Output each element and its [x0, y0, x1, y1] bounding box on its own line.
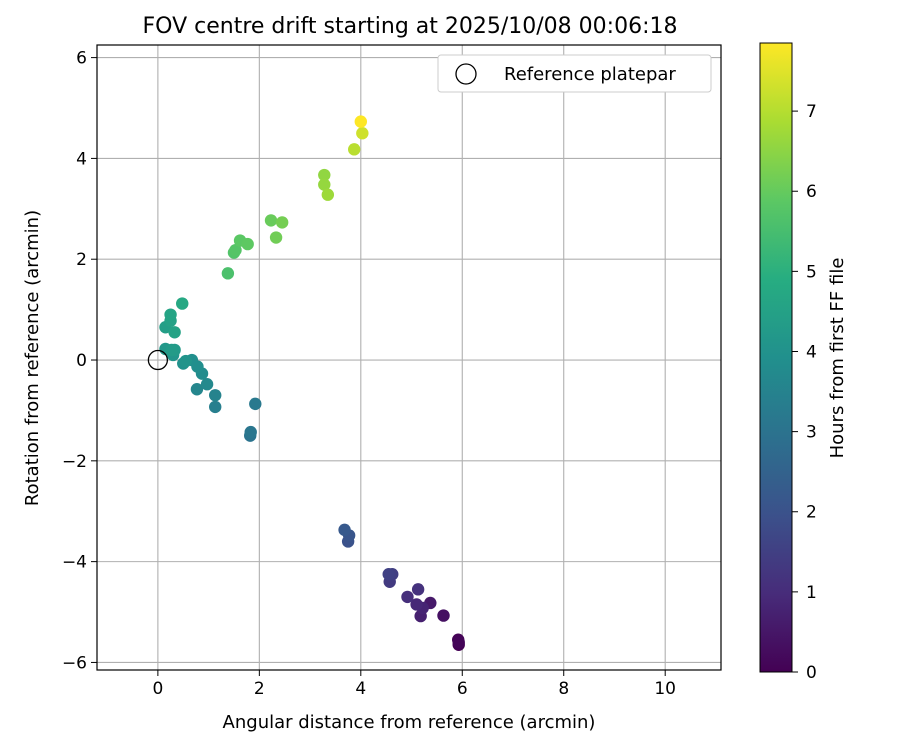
data-point — [229, 243, 242, 257]
y-axis-ticks: −6 −4 −2 0 2 4 6 — [62, 49, 97, 673]
y-tick-label: −6 — [62, 653, 87, 673]
data-point — [249, 397, 262, 411]
y-tick-label: 0 — [76, 351, 87, 371]
data-point — [244, 425, 257, 439]
plot-background — [97, 45, 721, 670]
data-point — [348, 143, 361, 156]
plot-frame — [96, 44, 722, 671]
colorbar-label: Hours from first FF file — [827, 258, 848, 459]
data-point — [269, 231, 283, 244]
colorbar-tick-label: 5 — [806, 262, 817, 282]
data-point — [221, 267, 235, 280]
reference-marker — [147, 349, 169, 371]
y-tick-label: 2 — [76, 250, 87, 270]
legend-marker — [455, 63, 477, 85]
plot-area: 0 2 4 6 8 10 −6 −4 −2 0 2 4 6 — [62, 44, 722, 699]
data-point — [275, 216, 289, 229]
x-tick-label: 4 — [355, 679, 366, 699]
data-point — [176, 297, 189, 310]
data-point — [179, 354, 192, 368]
colorbar-tick-label: 6 — [806, 182, 817, 202]
x-tick-label: 10 — [654, 679, 676, 699]
data-point — [264, 214, 278, 227]
data-point — [200, 378, 214, 391]
y-tick-label: −2 — [62, 452, 87, 472]
x-tick-label: 0 — [152, 679, 163, 699]
reference-platepar-marker — [147, 349, 169, 371]
legend-box — [437, 54, 712, 93]
legend: Reference platepar — [437, 54, 712, 93]
data-point — [209, 400, 222, 414]
colorbar-gradient — [759, 42, 793, 673]
y-tick-label: 4 — [76, 149, 87, 169]
y-tick-label: 6 — [76, 49, 87, 69]
y-tick-label: −4 — [62, 553, 87, 573]
data-point — [321, 188, 335, 201]
data-point — [410, 598, 423, 611]
data-point — [318, 178, 331, 191]
x-tick-label: 8 — [558, 679, 569, 699]
data-point — [164, 308, 177, 321]
grid — [97, 45, 721, 670]
colorbar-tick-label: 2 — [806, 503, 817, 523]
x-tick-label: 2 — [254, 679, 265, 699]
data-points — [159, 115, 465, 651]
colorbar-tick-label: 7 — [806, 102, 817, 122]
data-point — [354, 115, 368, 128]
colorbar-tick-label: 3 — [806, 423, 817, 443]
data-point — [338, 523, 351, 537]
data-point — [437, 609, 450, 622]
colorbar-tick-label: 1 — [806, 583, 817, 603]
data-point — [209, 389, 222, 402]
data-point — [190, 383, 204, 396]
data-point — [356, 127, 369, 140]
data-point — [318, 168, 331, 182]
data-point — [452, 636, 465, 649]
y-axis-label: Rotation from reference (arcmin) — [22, 210, 43, 506]
x-axis-ticks: 0 2 4 6 8 10 — [152, 670, 676, 699]
data-point — [411, 583, 425, 596]
x-axis-label: Angular distance from reference (arcmin) — [223, 712, 596, 733]
legend-label: Reference platepar — [504, 64, 676, 85]
data-point — [241, 237, 254, 251]
colorbar-tick-label: 4 — [806, 342, 817, 362]
x-tick-label: 6 — [457, 679, 468, 699]
chart-title: FOV centre drift starting at 2025/10/08 … — [143, 14, 678, 39]
data-point — [401, 590, 414, 604]
colorbar-ticks: 0 1 2 3 4 5 6 7 — [792, 102, 817, 683]
colorbar: 0 1 2 3 4 5 6 7 Hours from first FF file — [759, 42, 848, 683]
data-point — [165, 343, 178, 357]
colorbar-tick-label: 0 — [806, 663, 817, 683]
data-point — [168, 326, 181, 339]
data-point — [382, 568, 395, 581]
